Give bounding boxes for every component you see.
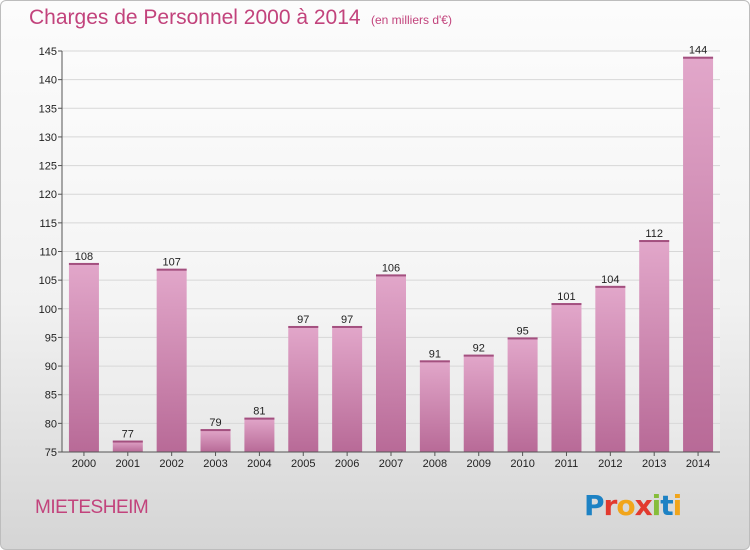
bar-top-edge bbox=[683, 56, 714, 59]
bar bbox=[419, 360, 450, 452]
bar-top-edge bbox=[639, 240, 670, 243]
y-tick-label: 130 bbox=[39, 132, 57, 144]
bar bbox=[639, 240, 670, 452]
x-tick-label: 2010 bbox=[510, 458, 534, 470]
logo-letter: r bbox=[603, 489, 618, 522]
x-tick-label: 2004 bbox=[247, 458, 271, 470]
chart-subtitle: (en milliers d'€) bbox=[371, 13, 452, 27]
logo-letter: i bbox=[651, 489, 662, 522]
bar bbox=[332, 325, 363, 452]
x-tick-label: 2014 bbox=[686, 458, 710, 470]
y-tick-label: 120 bbox=[39, 189, 57, 201]
y-tick-label: 85 bbox=[45, 390, 57, 402]
y-tick-label: 140 bbox=[39, 75, 57, 87]
y-tick-label: 135 bbox=[39, 103, 57, 115]
x-tick-label: 2003 bbox=[203, 458, 227, 470]
x-tick-label: 2001 bbox=[116, 458, 140, 470]
bar-top-edge bbox=[419, 360, 450, 363]
data-label: 104 bbox=[601, 274, 619, 286]
bar-top-edge bbox=[244, 417, 275, 420]
bar-top-edge bbox=[200, 429, 231, 432]
y-tick-label: 115 bbox=[39, 218, 57, 230]
logo-letter: i bbox=[672, 489, 683, 522]
x-tick-label: 2005 bbox=[291, 458, 315, 470]
bar bbox=[683, 56, 714, 452]
x-tick-label: 2000 bbox=[72, 458, 96, 470]
logo-letter: P bbox=[584, 489, 605, 522]
data-label: 91 bbox=[429, 348, 441, 360]
bar bbox=[376, 274, 406, 452]
data-label: 97 bbox=[341, 314, 353, 326]
y-tick-label: 105 bbox=[39, 275, 57, 287]
data-label: 77 bbox=[122, 429, 134, 441]
bar-top-edge bbox=[332, 325, 363, 328]
proxiti-logo: Proxiti bbox=[584, 489, 683, 522]
bar bbox=[595, 285, 626, 452]
data-label: 79 bbox=[209, 417, 221, 429]
data-label: 106 bbox=[382, 262, 400, 274]
y-tick-label: 110 bbox=[39, 247, 57, 259]
chart-title: Charges de Personnel 2000 à 2014 bbox=[29, 6, 361, 29]
y-tick-label: 90 bbox=[45, 361, 57, 373]
bar-top-edge bbox=[156, 268, 187, 271]
logo-letter: x bbox=[634, 489, 653, 522]
bar-top-edge bbox=[288, 325, 319, 328]
y-tick-label: 100 bbox=[39, 304, 57, 316]
x-tick-label: 2009 bbox=[466, 458, 490, 470]
bar-top-edge bbox=[68, 262, 99, 265]
bar bbox=[68, 262, 99, 452]
bar bbox=[112, 440, 143, 452]
logo-letter: o bbox=[616, 489, 635, 522]
y-tick-label: 95 bbox=[45, 332, 57, 344]
bar bbox=[288, 325, 319, 452]
x-tick-label: 2008 bbox=[423, 458, 447, 470]
data-label: 92 bbox=[473, 343, 485, 355]
bar bbox=[463, 354, 494, 452]
bar bbox=[156, 268, 187, 452]
data-label: 95 bbox=[516, 325, 528, 337]
data-label: 81 bbox=[253, 406, 265, 418]
y-tick-label: 145 bbox=[39, 46, 57, 58]
bar bbox=[551, 303, 582, 452]
place-name: MIETESHEIM bbox=[35, 497, 149, 518]
x-tick-label: 2013 bbox=[642, 458, 666, 470]
x-tick-label: 2006 bbox=[335, 458, 359, 470]
x-tick-label: 2012 bbox=[598, 458, 622, 470]
x-tick-label: 2002 bbox=[159, 458, 183, 470]
data-label: 144 bbox=[689, 45, 707, 57]
bar-top-edge bbox=[376, 274, 406, 277]
data-label: 101 bbox=[557, 291, 575, 303]
data-label: 112 bbox=[645, 228, 663, 240]
data-label: 107 bbox=[162, 257, 180, 269]
data-label: 108 bbox=[75, 251, 93, 263]
x-tick-label: 2011 bbox=[555, 458, 579, 470]
bar bbox=[507, 337, 538, 452]
bar-top-edge bbox=[507, 337, 538, 340]
bar-top-edge bbox=[551, 303, 582, 306]
logo-letter: t bbox=[660, 489, 673, 522]
bar-top-edge bbox=[463, 354, 494, 357]
y-tick-label: 125 bbox=[39, 161, 57, 173]
y-tick-label: 80 bbox=[45, 418, 57, 430]
bar bbox=[200, 429, 231, 452]
x-tick-label: 2007 bbox=[379, 458, 403, 470]
bar bbox=[244, 417, 275, 452]
bar-top-edge bbox=[112, 440, 143, 443]
bar-top-edge bbox=[595, 285, 626, 288]
y-tick-label: 75 bbox=[45, 447, 57, 459]
axes: 75 80 85 90 95 100 105 110 115 120 125 130 135 140 145… bbox=[39, 46, 720, 470]
bar-series: 108 77 107 79 81 97 97 106 91 92 95 101 104 112 144 bbox=[68, 45, 714, 452]
data-label: 97 bbox=[297, 314, 309, 326]
